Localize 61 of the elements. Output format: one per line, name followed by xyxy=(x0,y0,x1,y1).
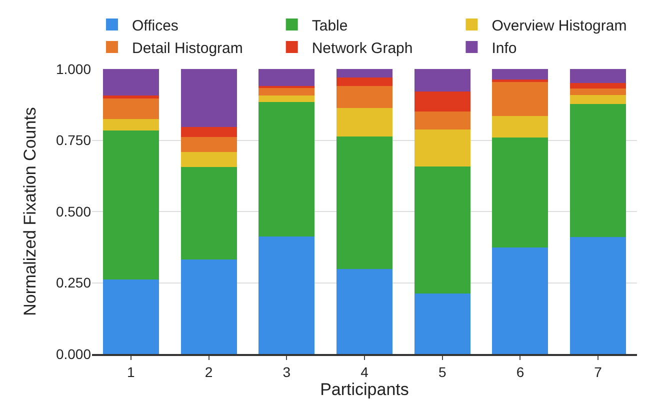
bar xyxy=(258,69,315,86)
bar xyxy=(414,294,470,354)
bar xyxy=(336,86,393,108)
bar xyxy=(336,77,393,86)
bar xyxy=(570,69,626,83)
bar xyxy=(180,166,237,260)
bar xyxy=(180,126,237,138)
bar xyxy=(336,268,393,354)
bar xyxy=(414,130,470,166)
bar xyxy=(180,69,237,127)
bar xyxy=(102,69,159,96)
y-tick-label: 0.750 xyxy=(56,132,92,148)
bar xyxy=(570,88,626,95)
bar xyxy=(102,280,159,354)
bar xyxy=(336,136,393,269)
bar xyxy=(492,116,548,138)
bar xyxy=(570,236,626,354)
bar xyxy=(492,248,548,354)
bar xyxy=(570,94,626,104)
x-tick-label: 3 xyxy=(282,364,291,380)
bar xyxy=(180,137,237,152)
bar xyxy=(414,92,470,112)
bar xyxy=(102,118,159,130)
bar xyxy=(414,166,470,294)
bar xyxy=(258,96,315,102)
legend-label: Table xyxy=(312,17,348,34)
y-tick-label: 0.500 xyxy=(56,203,92,220)
bar xyxy=(492,79,548,82)
x-tick-label: 2 xyxy=(204,364,213,380)
bar xyxy=(258,102,315,236)
x-tick-label: 5 xyxy=(438,364,446,380)
y-tick-label: 1.000 xyxy=(56,60,92,77)
legend-label: Detail Histogram xyxy=(132,40,243,57)
bar xyxy=(258,88,315,96)
x-axis-title: Participants xyxy=(320,380,409,399)
legend-label: Offices xyxy=(132,17,178,34)
bar xyxy=(414,111,470,130)
legend-label: Network Graph xyxy=(312,40,413,57)
bar xyxy=(336,108,393,137)
bar xyxy=(102,96,159,98)
x-tick-label: 6 xyxy=(516,364,524,380)
bar xyxy=(492,82,548,116)
bar xyxy=(102,130,159,280)
y-axis-title: Normalized Fixation Counts xyxy=(20,107,40,316)
x-tick-label: 7 xyxy=(594,364,602,380)
legend-label: Overview Histogram xyxy=(492,17,627,34)
bar xyxy=(180,152,237,167)
bar xyxy=(180,260,237,354)
bar xyxy=(102,98,159,119)
y-tick-label: 0.250 xyxy=(56,274,92,291)
bar xyxy=(570,82,626,89)
bar xyxy=(414,69,470,92)
bar xyxy=(492,138,548,248)
bar xyxy=(258,236,315,354)
legend-label: Info xyxy=(492,40,517,57)
x-tick-label: 4 xyxy=(360,364,369,380)
x-tick-label: 1 xyxy=(127,364,136,380)
bar xyxy=(336,69,393,78)
bar xyxy=(570,104,626,237)
bar xyxy=(492,69,548,80)
y-tick-label: 0.000 xyxy=(56,346,92,362)
